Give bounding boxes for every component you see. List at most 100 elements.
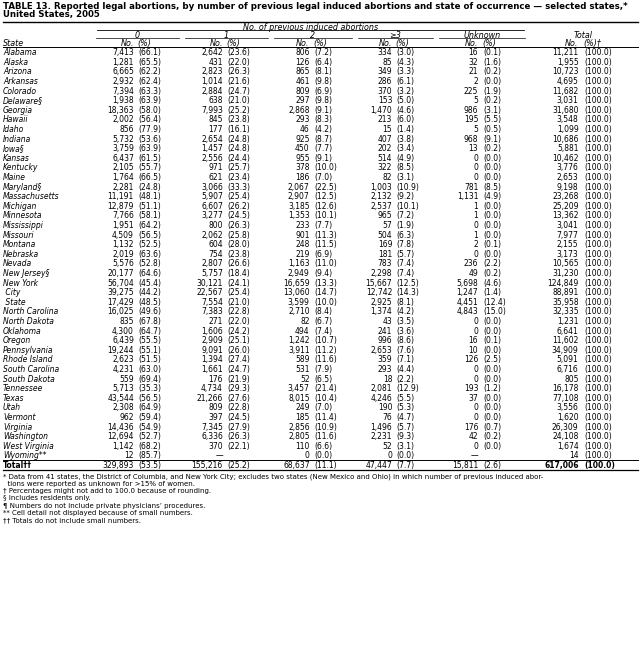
Text: 2,653: 2,653 bbox=[557, 173, 579, 182]
Text: Tennessee: Tennessee bbox=[3, 384, 44, 393]
Text: (3.2): (3.2) bbox=[397, 87, 415, 95]
Text: (22.0): (22.0) bbox=[228, 58, 250, 67]
Text: Hawaii: Hawaii bbox=[3, 116, 28, 124]
Text: (25.8): (25.8) bbox=[228, 231, 250, 240]
Text: 23,268: 23,268 bbox=[553, 192, 579, 201]
Text: (7.0): (7.0) bbox=[314, 173, 332, 182]
Text: 16,659: 16,659 bbox=[283, 279, 310, 288]
Text: (4.7): (4.7) bbox=[397, 413, 415, 422]
Text: 11,682: 11,682 bbox=[553, 87, 579, 95]
Text: 219: 219 bbox=[296, 250, 310, 259]
Text: (100.0): (100.0) bbox=[584, 279, 612, 288]
Text: (100.0): (100.0) bbox=[584, 231, 612, 240]
Text: (100.0): (100.0) bbox=[584, 240, 612, 249]
Text: (48.1): (48.1) bbox=[138, 192, 162, 201]
Text: 2,710: 2,710 bbox=[288, 307, 310, 316]
Text: 4,843: 4,843 bbox=[456, 307, 478, 316]
Text: 835: 835 bbox=[119, 317, 134, 326]
Text: (0.5): (0.5) bbox=[483, 125, 501, 134]
Text: 3,185: 3,185 bbox=[288, 202, 310, 211]
Text: (100.0): (100.0) bbox=[584, 154, 612, 163]
Text: (51.1): (51.1) bbox=[138, 202, 162, 211]
Text: (7.0): (7.0) bbox=[314, 403, 332, 413]
Text: 34,909: 34,909 bbox=[552, 346, 579, 355]
Text: 11,602: 11,602 bbox=[553, 336, 579, 345]
Text: 32: 32 bbox=[469, 58, 478, 67]
Text: (8.3): (8.3) bbox=[314, 116, 332, 124]
Text: 6,641: 6,641 bbox=[557, 326, 579, 336]
Text: (27.4): (27.4) bbox=[228, 355, 251, 365]
Text: (100.0): (100.0) bbox=[584, 298, 612, 307]
Text: (5.5): (5.5) bbox=[397, 394, 415, 403]
Text: (0.0): (0.0) bbox=[483, 394, 501, 403]
Text: 153: 153 bbox=[378, 96, 392, 105]
Text: (14.7): (14.7) bbox=[314, 288, 337, 297]
Text: (44.2): (44.2) bbox=[138, 288, 162, 297]
Text: 407: 407 bbox=[378, 135, 392, 143]
Text: 19,244: 19,244 bbox=[108, 346, 134, 355]
Text: 0: 0 bbox=[304, 451, 310, 461]
Text: (64.9): (64.9) bbox=[138, 403, 162, 413]
Text: 2,884: 2,884 bbox=[201, 87, 223, 95]
Text: (7.7): (7.7) bbox=[397, 461, 415, 470]
Text: 1,247: 1,247 bbox=[456, 288, 478, 297]
Text: 1: 1 bbox=[474, 211, 478, 220]
Text: (62.4): (62.4) bbox=[138, 77, 162, 86]
Text: (0.0): (0.0) bbox=[483, 77, 501, 86]
Text: (0.0): (0.0) bbox=[483, 326, 501, 336]
Text: 2,537: 2,537 bbox=[370, 202, 392, 211]
Text: 12,694: 12,694 bbox=[108, 432, 134, 442]
Text: 10,462: 10,462 bbox=[552, 154, 579, 163]
Text: (4.6): (4.6) bbox=[397, 106, 415, 115]
Text: (12.6): (12.6) bbox=[314, 202, 337, 211]
Text: 2,907: 2,907 bbox=[288, 192, 310, 201]
Text: (6.0): (6.0) bbox=[397, 116, 415, 124]
Text: 809: 809 bbox=[208, 403, 223, 413]
Text: 7,394: 7,394 bbox=[112, 87, 134, 95]
Text: (100.0): (100.0) bbox=[584, 413, 612, 422]
Text: (10.1): (10.1) bbox=[314, 211, 337, 220]
Text: (8.5): (8.5) bbox=[397, 163, 415, 172]
Text: (100.0): (100.0) bbox=[584, 326, 612, 336]
Text: 271: 271 bbox=[208, 317, 223, 326]
Text: (0.0): (0.0) bbox=[483, 202, 501, 211]
Text: 31,680: 31,680 bbox=[552, 106, 579, 115]
Text: 297: 297 bbox=[295, 96, 310, 105]
Text: 1,496: 1,496 bbox=[370, 422, 392, 432]
Text: 4,509: 4,509 bbox=[112, 231, 134, 240]
Text: 17,429: 17,429 bbox=[108, 298, 134, 307]
Text: West Virginia: West Virginia bbox=[3, 442, 54, 451]
Text: 52: 52 bbox=[383, 442, 392, 451]
Text: 5,576: 5,576 bbox=[112, 259, 134, 268]
Text: (7.7): (7.7) bbox=[314, 144, 332, 153]
Text: (24.5): (24.5) bbox=[228, 211, 251, 220]
Text: 1,014: 1,014 bbox=[201, 77, 223, 86]
Text: (6.1): (6.1) bbox=[397, 77, 415, 86]
Text: (10.9): (10.9) bbox=[314, 422, 337, 432]
Text: (61.5): (61.5) bbox=[138, 154, 162, 163]
Text: 0: 0 bbox=[474, 317, 478, 326]
Text: (4.9): (4.9) bbox=[483, 192, 501, 201]
Text: 996: 996 bbox=[378, 336, 392, 345]
Text: (22.8): (22.8) bbox=[228, 307, 250, 316]
Text: 1: 1 bbox=[474, 231, 478, 240]
Text: (14.3): (14.3) bbox=[397, 288, 419, 297]
Text: 110: 110 bbox=[296, 442, 310, 451]
Text: (11.6): (11.6) bbox=[314, 432, 337, 442]
Text: (15.0): (15.0) bbox=[483, 307, 506, 316]
Text: (18.4): (18.4) bbox=[228, 269, 250, 278]
Text: 49: 49 bbox=[469, 269, 478, 278]
Text: 7,345: 7,345 bbox=[201, 422, 223, 432]
Text: § Includes residents only.: § Includes residents only. bbox=[3, 495, 91, 501]
Text: 5,713: 5,713 bbox=[112, 384, 134, 393]
Text: (3.0): (3.0) bbox=[397, 48, 415, 57]
Text: (3.1): (3.1) bbox=[483, 106, 501, 115]
Text: 11,191: 11,191 bbox=[108, 192, 134, 201]
Text: (7.4): (7.4) bbox=[397, 259, 415, 268]
Text: 559: 559 bbox=[119, 374, 134, 384]
Text: 286: 286 bbox=[378, 77, 392, 86]
Text: (64.2): (64.2) bbox=[138, 221, 162, 230]
Text: 0: 0 bbox=[474, 365, 478, 374]
Text: (0.0): (0.0) bbox=[314, 451, 332, 461]
Text: 6,336: 6,336 bbox=[201, 432, 223, 442]
